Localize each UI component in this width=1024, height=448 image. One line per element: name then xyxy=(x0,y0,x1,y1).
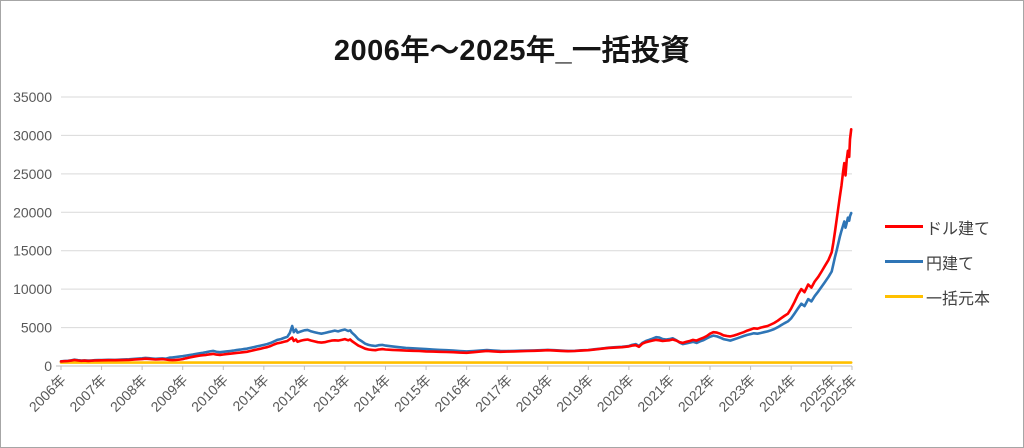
x-tick-label-6: 2012年 xyxy=(269,372,312,415)
x-tick-label-8: 2014年 xyxy=(350,372,393,415)
legend-label-dollar: ドル建て xyxy=(926,220,991,238)
x-tick-label-13: 2019年 xyxy=(553,372,596,415)
legend-item-principal: 一括元本 xyxy=(885,279,990,314)
x-tick-label-1: 2007年 xyxy=(66,372,109,415)
x-tick-label-17: 2023年 xyxy=(715,372,758,415)
legend-label-principal: 一括元本 xyxy=(926,290,991,308)
y-tick-label-30000: 30000 xyxy=(13,127,52,143)
y-tick-label-20000: 20000 xyxy=(13,204,52,220)
y-tick-label-0: 0 xyxy=(44,358,52,374)
y-tick-label-35000: 35000 xyxy=(13,89,52,105)
x-tick-label-9: 2015年 xyxy=(391,372,434,415)
x-tick-label-11: 2017年 xyxy=(472,372,515,415)
y-tick-label-10000: 10000 xyxy=(13,281,52,297)
dollar-line-swatch xyxy=(885,225,923,228)
x-tick-label-14: 2020年 xyxy=(594,372,637,415)
x-tick-label-12: 2018年 xyxy=(512,372,555,415)
y-tick-label-5000: 5000 xyxy=(21,320,52,336)
x-tick-label-5: 2011年 xyxy=(229,372,272,415)
x-tick-label-15: 2021年 xyxy=(634,372,677,415)
x-tick-label-16: 2022年 xyxy=(675,372,718,415)
legend-item-yen: 円建て xyxy=(885,244,990,279)
dollar-line xyxy=(59,128,853,363)
x-tick-label-0: 2006年 xyxy=(26,372,69,415)
yen-line-swatch xyxy=(885,260,923,263)
legend-label-yen: 円建て xyxy=(926,255,975,273)
legend-item-dollar: ドル建て xyxy=(885,209,990,244)
x-tick-label-2: 2008年 xyxy=(107,372,150,415)
chart-legend: ドル建て 円建て 一括元本 xyxy=(885,209,990,314)
x-tick-label-4: 2010年 xyxy=(188,372,231,415)
chart-title: 2006年～2025年_一括投資 xyxy=(333,35,691,67)
yen-line xyxy=(59,211,853,363)
x-tick-label-7: 2013年 xyxy=(310,372,353,415)
principal-line-swatch xyxy=(885,295,923,298)
x-tick-label-3: 2009年 xyxy=(147,372,190,415)
x-tick-label-18: 2024年 xyxy=(756,372,799,415)
y-tick-label-25000: 25000 xyxy=(13,166,52,182)
x-tick-label-10: 2016年 xyxy=(431,372,474,415)
y-tick-label-15000: 15000 xyxy=(13,243,52,259)
